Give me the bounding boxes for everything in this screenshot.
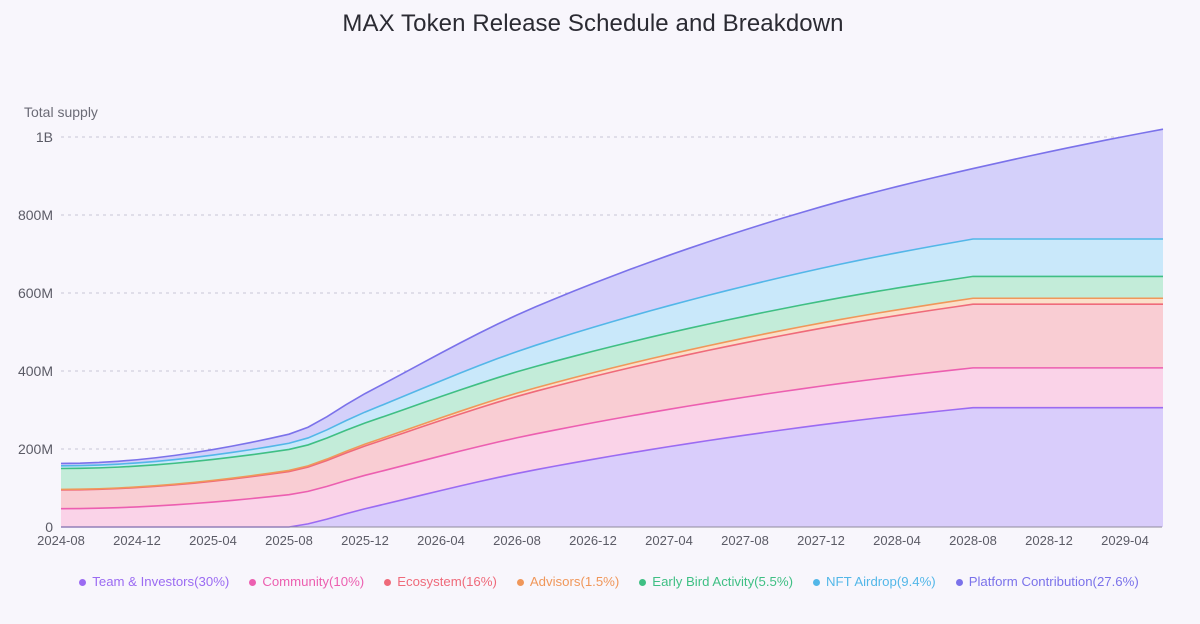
svg-text:2026-04: 2026-04 <box>417 533 465 548</box>
svg-text:2028-08: 2028-08 <box>949 533 997 548</box>
svg-text:2024-12: 2024-12 <box>113 533 161 548</box>
svg-text:2025-04: 2025-04 <box>189 533 237 548</box>
svg-text:2024-08: 2024-08 <box>37 533 85 548</box>
svg-text:2028-04: 2028-04 <box>873 533 921 548</box>
svg-text:2025-12: 2025-12 <box>341 533 389 548</box>
svg-text:2026-08: 2026-08 <box>493 533 541 548</box>
svg-text:2026-12: 2026-12 <box>569 533 617 548</box>
svg-text:2028-12: 2028-12 <box>1025 533 1073 548</box>
svg-text:2029-04: 2029-04 <box>1101 533 1149 548</box>
svg-text:2027-08: 2027-08 <box>721 533 769 548</box>
svg-text:400M: 400M <box>18 363 53 379</box>
svg-text:2027-12: 2027-12 <box>797 533 845 548</box>
svg-text:800M: 800M <box>18 207 53 223</box>
svg-text:2025-08: 2025-08 <box>265 533 313 548</box>
svg-text:1B: 1B <box>36 129 53 145</box>
svg-text:200M: 200M <box>18 441 53 457</box>
svg-text:600M: 600M <box>18 285 53 301</box>
svg-text:2027-04: 2027-04 <box>645 533 693 548</box>
